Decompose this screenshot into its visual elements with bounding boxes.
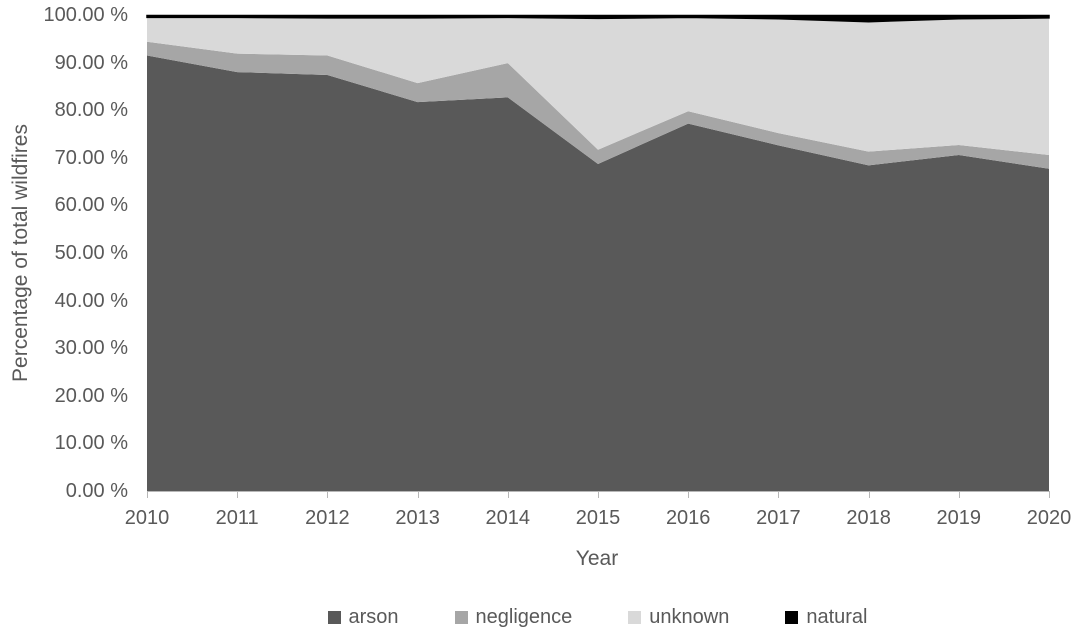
y-tick-label: 90.00 % — [54, 51, 128, 74]
plot-area — [146, 14, 1050, 492]
y-tick-label: 100.00 % — [43, 4, 128, 26]
x-tick-mark — [598, 491, 599, 498]
area-series-negligence — [147, 41, 1049, 169]
x-tick-label: 2018 — [846, 507, 891, 529]
y-tick-label: 10.00 % — [54, 432, 128, 455]
legend-item-natural: natural — [785, 604, 868, 630]
legend-label: unknown — [649, 606, 730, 628]
y-tick-label: 50.00 % — [54, 242, 128, 264]
x-tick-label: 2011 — [215, 507, 259, 529]
x-tick-label: 2019 — [936, 507, 982, 529]
x-tick-mark — [1049, 491, 1050, 498]
y-tick-label: 20.00 % — [54, 384, 128, 407]
x-tick-mark — [778, 491, 780, 498]
area-series-natural — [146, 14, 1050, 23]
legend-swatch-unknown — [628, 610, 642, 624]
y-tick-label: 60.00 % — [54, 194, 128, 217]
legend-label: arson — [348, 606, 399, 628]
x-tick-label: 2020 — [1026, 507, 1072, 529]
y-tick-label: 70.00 % — [54, 146, 128, 169]
x-tick-label: 2010 — [124, 507, 170, 529]
x-tick-label: 2016 — [665, 507, 711, 529]
legend-swatch-negligence — [454, 610, 468, 624]
y-tick-label: 80.00 % — [54, 99, 128, 122]
x-tick-mark — [958, 491, 960, 498]
x-tick-mark — [868, 491, 870, 498]
x-tick-mark — [327, 491, 329, 498]
legend-item-unknown: unknown — [628, 604, 729, 630]
x-tick-mark — [147, 491, 148, 498]
x-tick-mark — [237, 491, 239, 498]
legend-swatch-arson — [327, 610, 341, 624]
legend: arson negligence unknown natural — [147, 604, 1048, 630]
x-tick-label: 2017 — [756, 507, 801, 529]
x-tick-mark — [688, 491, 690, 498]
area-series-unknown — [147, 17, 1049, 156]
x-tick-mark — [417, 491, 419, 498]
x-tick-label: 2012 — [305, 507, 350, 529]
legend-label: negligence — [475, 606, 573, 628]
x-axis-title: Year — [575, 547, 619, 570]
area-series-arson — [147, 55, 1049, 492]
legend-item-arson: arson — [327, 604, 399, 630]
x-tick-mark — [507, 491, 509, 498]
y-tick-label: 40.00 % — [54, 289, 128, 312]
x-tick-label: 2014 — [485, 507, 531, 529]
legend-swatch-natural — [785, 610, 799, 624]
x-tick-label: 2015 — [575, 507, 621, 529]
x-tick-label: 2013 — [395, 507, 440, 529]
y-tick-label: 0.00 % — [65, 480, 128, 502]
y-tick-label: 30.00 % — [54, 337, 128, 360]
legend-item-negligence: negligence — [454, 604, 573, 630]
legend-label: natural — [806, 606, 868, 628]
